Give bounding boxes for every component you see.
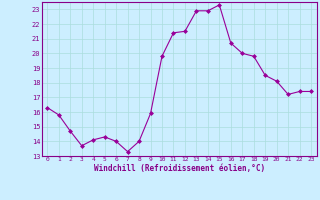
X-axis label: Windchill (Refroidissement éolien,°C): Windchill (Refroidissement éolien,°C) [94,164,265,173]
